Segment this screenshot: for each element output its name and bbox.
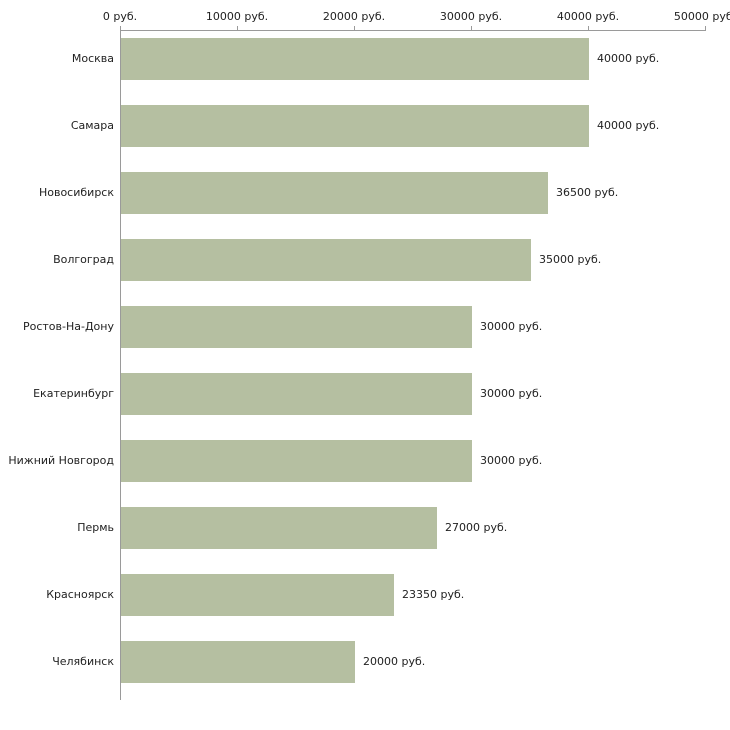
bar	[121, 306, 472, 348]
value-label: 30000 руб.	[480, 387, 543, 400]
x-axis-tick	[237, 26, 238, 30]
category-label: Самара	[70, 119, 114, 132]
value-label: 40000 руб.	[597, 52, 660, 65]
x-axis-tick-label: 40000 руб.	[556, 10, 620, 23]
x-axis-tick-label: 20000 руб.	[322, 10, 386, 23]
bar	[121, 373, 472, 415]
bar	[121, 172, 548, 214]
category-label: Екатеринбург	[33, 387, 114, 400]
value-label: 30000 руб.	[480, 454, 543, 467]
value-label: 36500 руб.	[556, 186, 619, 199]
value-label: 30000 руб.	[480, 320, 543, 333]
value-label: 27000 руб.	[445, 521, 508, 534]
x-axis-tick	[354, 26, 355, 30]
x-axis-tick	[471, 26, 472, 30]
x-axis-tick-label: 0 руб.	[102, 10, 138, 23]
x-axis-tick-label: 10000 руб.	[205, 10, 269, 23]
category-label: Пермь	[77, 521, 114, 534]
bar	[121, 574, 394, 616]
value-label: 20000 руб.	[363, 655, 426, 668]
bar	[121, 105, 589, 147]
x-axis-tick	[588, 26, 589, 30]
bar	[121, 440, 472, 482]
value-label: 40000 руб.	[597, 119, 660, 132]
category-label: Новосибирск	[38, 186, 114, 199]
x-axis-tick-label: 30000 руб.	[439, 10, 503, 23]
x-axis-tick	[120, 26, 121, 30]
category-label: Волгоград	[53, 253, 114, 266]
x-axis-line	[120, 30, 706, 31]
category-label: Ростов-На-Дону	[22, 320, 114, 333]
bar	[121, 239, 531, 281]
bar	[121, 641, 355, 683]
category-label: Нижний Новгород	[8, 454, 114, 467]
y-axis-line	[120, 30, 121, 700]
category-label: Красноярск	[46, 588, 114, 601]
bar	[121, 38, 589, 80]
value-label: 35000 руб.	[539, 253, 602, 266]
x-axis-tick-label: 50000 руб.	[673, 10, 730, 23]
category-label: Москва	[71, 52, 114, 65]
bar	[121, 507, 437, 549]
value-label: 23350 руб.	[402, 588, 465, 601]
x-axis-tick	[705, 26, 706, 30]
category-label: Челябинск	[52, 655, 114, 668]
